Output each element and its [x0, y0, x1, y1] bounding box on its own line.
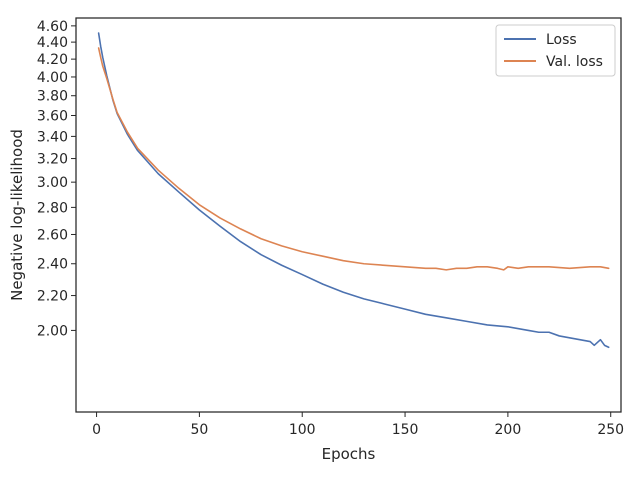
- series-line-loss: [97, 32, 610, 349]
- legend-box: [495, 24, 616, 77]
- y-tick-label: 3.80: [37, 89, 68, 105]
- y-tick-label: 2.80: [37, 200, 68, 216]
- y-axis-label: Negative log-likelihood: [8, 129, 26, 301]
- y-tick-label: 3.60: [37, 108, 68, 124]
- y-tick-label: 4.00: [37, 70, 68, 86]
- y-tick-label: 3.40: [37, 129, 68, 145]
- y-tick-label: 2.40: [37, 257, 68, 273]
- x-tick-label: 0: [92, 422, 101, 438]
- y-tick-label: 3.20: [37, 152, 68, 168]
- legend-label-loss: Loss: [546, 32, 577, 48]
- x-axis-label: Epochs: [322, 445, 376, 463]
- series-line-val-loss: [97, 47, 610, 271]
- y-tick-label: 2.60: [37, 227, 68, 243]
- plot-area: [76, 18, 621, 412]
- y-tick-label: 4.40: [37, 35, 68, 51]
- x-tick-label: 250: [597, 422, 624, 438]
- y-tick-label: 4.60: [37, 19, 68, 35]
- y-tick-label: 2.00: [37, 323, 68, 339]
- x-axis: 0 50 100 150 200 250: [92, 412, 624, 438]
- y-tick-label: 3.00: [37, 175, 68, 191]
- y-axis: 2.00 2.20 2.40 2.60 2.80 3.00 3.20 3.40 3.60 3.80…: [37, 19, 76, 339]
- y-tick-label: 4.20: [37, 52, 68, 68]
- series-layer: [97, 32, 610, 349]
- plot-frame: [75, 17, 622, 413]
- legend: Loss Val. loss: [495, 24, 616, 77]
- y-tick-label: 2.20: [37, 289, 68, 305]
- x-tick-label: 50: [190, 422, 208, 438]
- legend-label-val-loss: Val. loss: [546, 54, 603, 70]
- x-tick-label: 200: [495, 422, 522, 438]
- x-tick-label: 100: [289, 422, 316, 438]
- x-tick-label: 150: [392, 422, 419, 438]
